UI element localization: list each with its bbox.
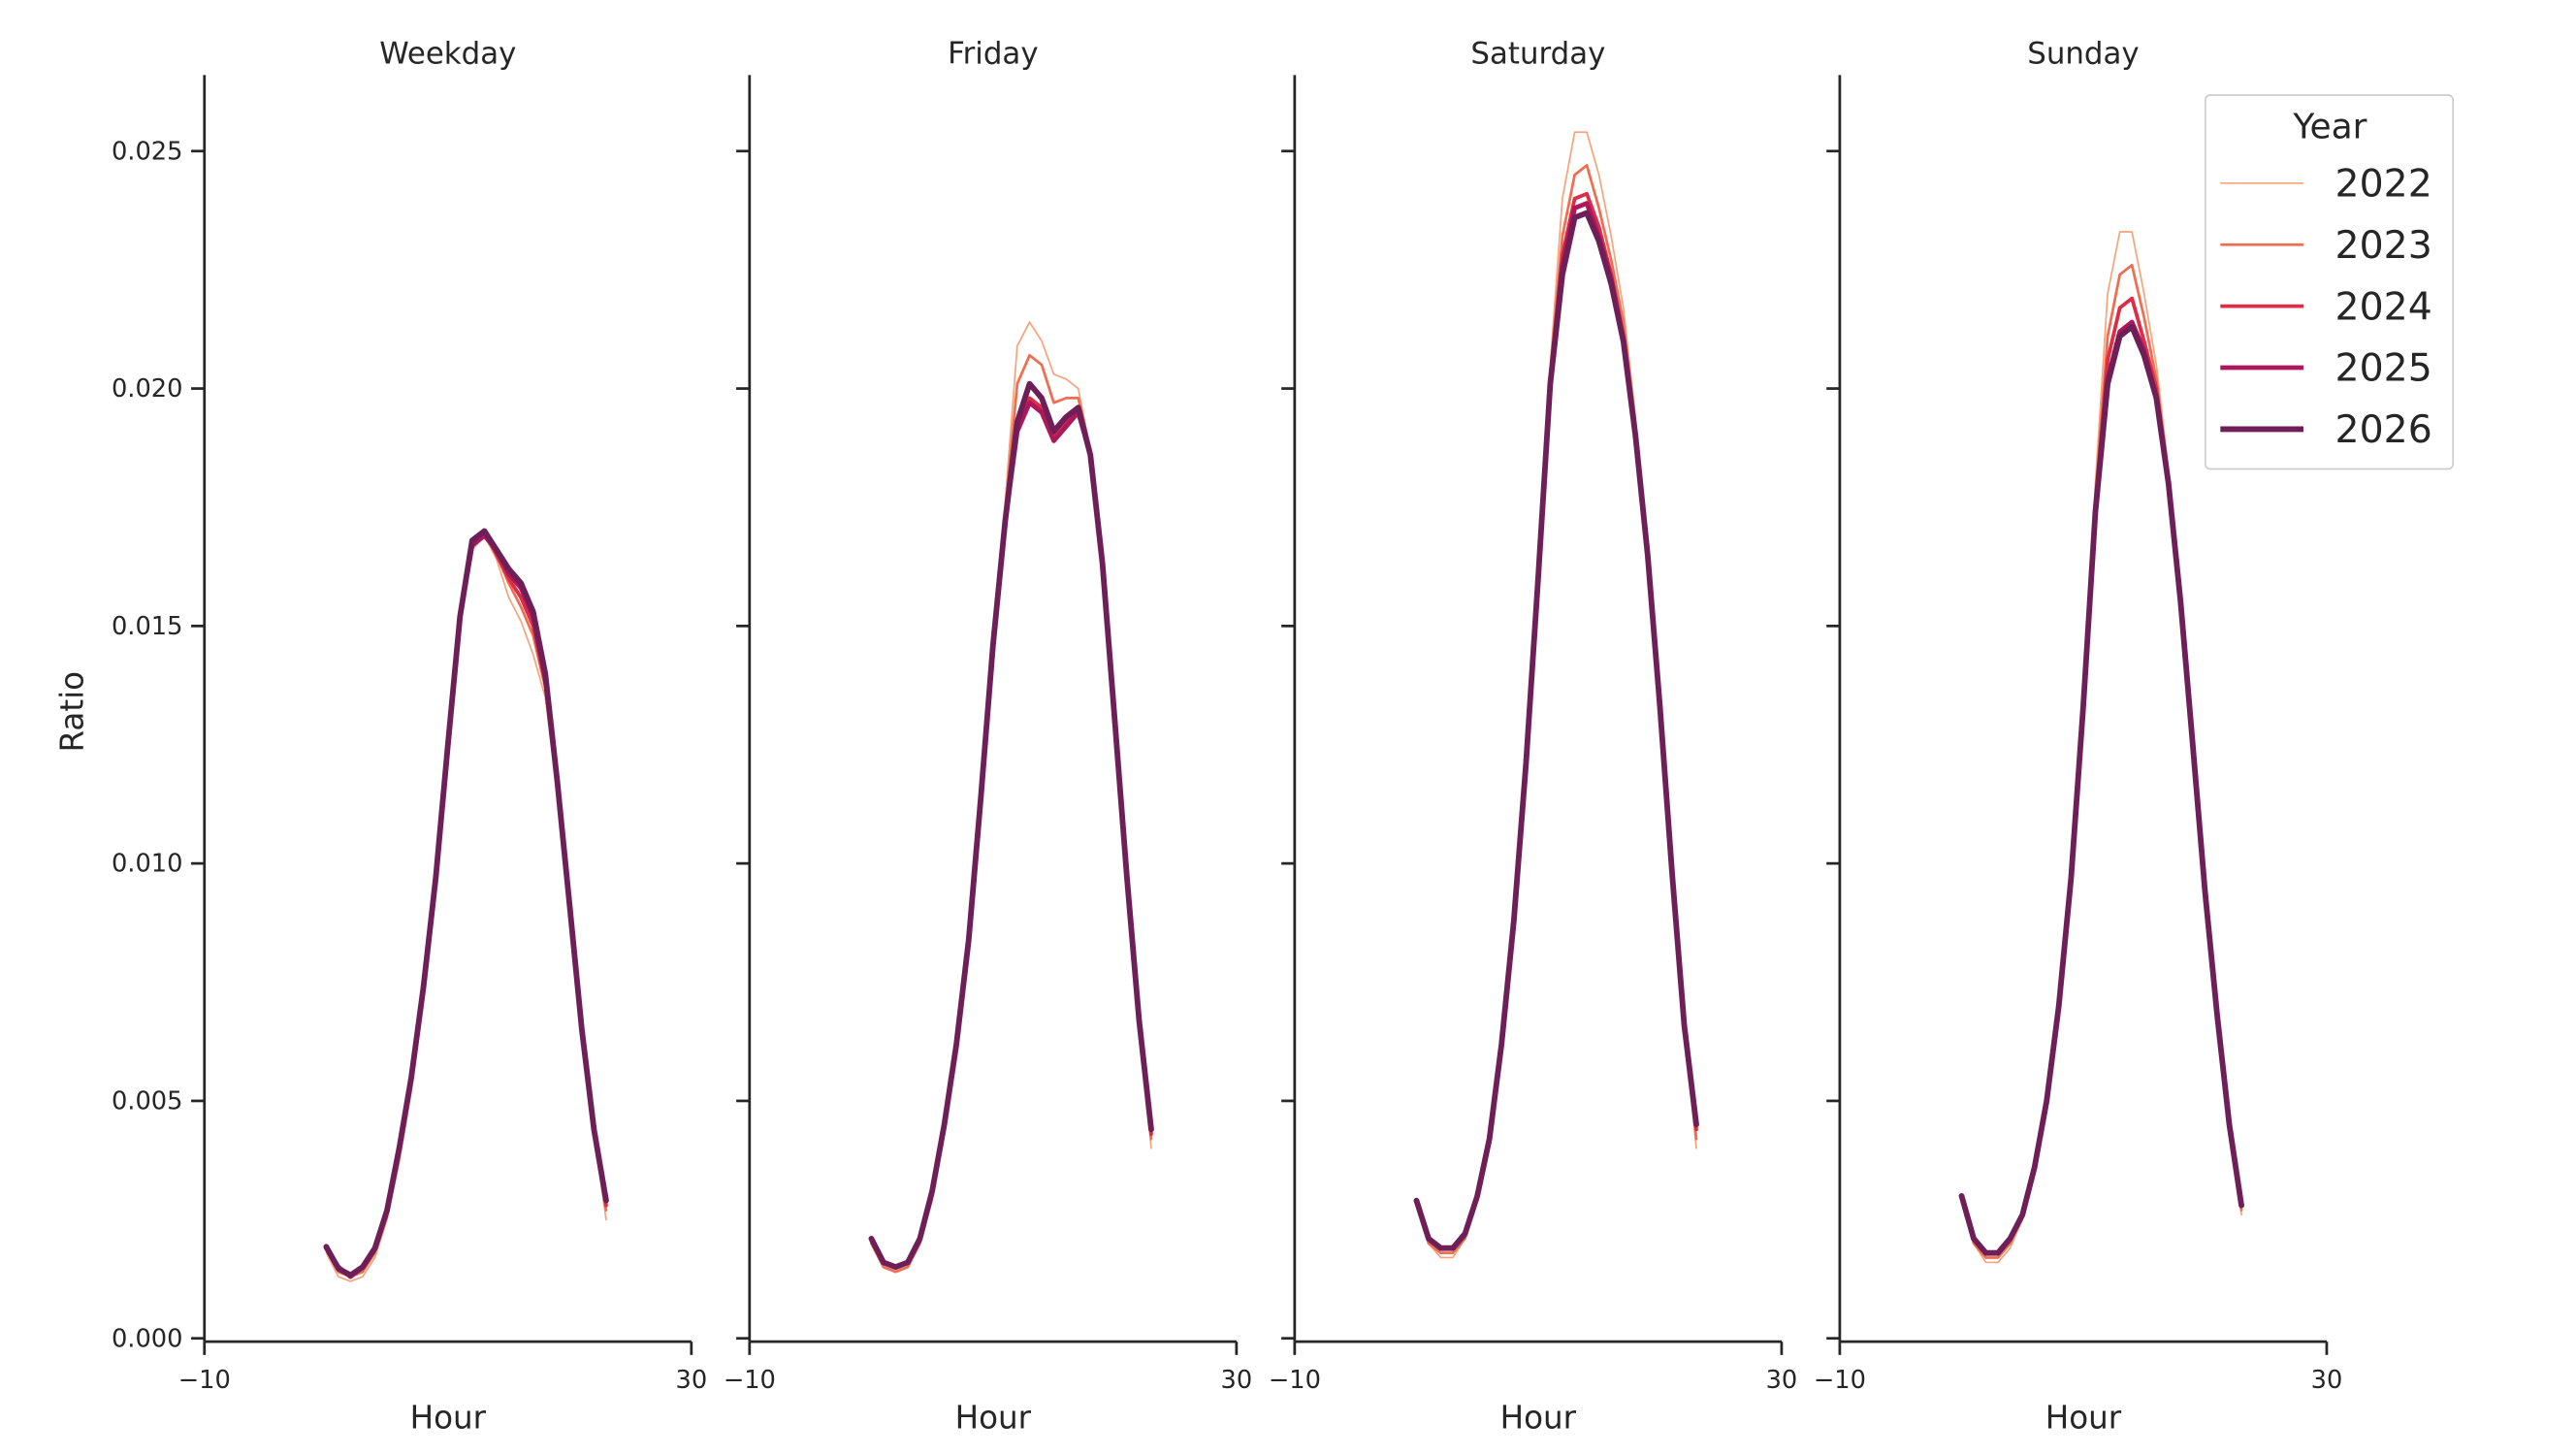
x-tick-label: 30 [2311, 1366, 2343, 1395]
legend-title: Year [2292, 108, 2367, 147]
x-axis-label: Hour [2045, 1399, 2122, 1436]
series-line-2026 [323, 528, 609, 1278]
series-line-2023 [324, 534, 608, 1278]
series-line-2022 [1960, 231, 2242, 1264]
series-line-2026 [1958, 323, 2244, 1256]
x-tick-label: −10 [1814, 1366, 1866, 1395]
legend-label: 2024 [2335, 284, 2432, 329]
legend-label: 2025 [2335, 346, 2432, 391]
x-axis-label: Hour [410, 1399, 487, 1436]
y-axis-label: Ratio [54, 671, 91, 753]
series-line-2024 [869, 396, 1153, 1270]
legend-label: 2026 [2335, 407, 2432, 452]
x-axis-label: Hour [955, 1399, 1032, 1436]
series-line-2025 [1414, 201, 1699, 1251]
legend: Year 2022 2023 2024 2025 2026 [2205, 94, 2455, 470]
panel-title: Sunday [2027, 36, 2139, 71]
legend-item-2022: 2022 [2220, 162, 2432, 207]
series-line-2026 [868, 380, 1154, 1271]
x-tick-label: −10 [1269, 1366, 1321, 1395]
y-tick-label: 0.000 [112, 1324, 183, 1353]
series-line-2025 [323, 533, 609, 1279]
y-tick-label: 0.025 [112, 137, 183, 166]
legend-frame [2205, 94, 2455, 470]
panel-title: Weekday [379, 36, 516, 71]
x-tick-label: 30 [675, 1366, 707, 1395]
panel-saturday: Saturday −10 30 Hour [1269, 36, 1798, 1436]
series-line-2022 [325, 534, 607, 1282]
y-tick-label: 0.020 [112, 374, 183, 404]
legend-item-2023: 2023 [2220, 223, 2432, 268]
legend-item-2024: 2024 [2220, 284, 2432, 329]
y-tick-label: 0.005 [112, 1087, 183, 1116]
panel-sunday: Sunday −10 30 Hour [1814, 36, 2343, 1436]
y-tick-label: 0.010 [112, 850, 183, 879]
legend-item-2026: 2026 [2220, 407, 2432, 452]
series-line-2025 [869, 400, 1154, 1270]
panel-title: Saturday [1470, 36, 1605, 71]
x-tick-label: −10 [724, 1366, 776, 1395]
series-line-2024 [324, 529, 608, 1279]
x-axis-label: Hour [1500, 1399, 1577, 1436]
x-tick-label: −10 [178, 1366, 231, 1395]
legend-item-2025: 2025 [2220, 346, 2432, 391]
x-tick-label: 30 [1766, 1366, 1798, 1395]
x-tick-label: 30 [1221, 1366, 1253, 1395]
panel-weekday: Weekday 0.000 0.005 0.010 0.015 0.020 0.025 −10… [112, 36, 707, 1436]
y-tick-label: 0.015 [112, 612, 183, 641]
legend-label: 2022 [2335, 162, 2432, 207]
panel-friday: Friday −10 30 Hour [724, 36, 1253, 1436]
panel-title: Friday [948, 36, 1038, 71]
series-line-2026 [1413, 210, 1699, 1251]
legend-label: 2023 [2335, 223, 2432, 268]
